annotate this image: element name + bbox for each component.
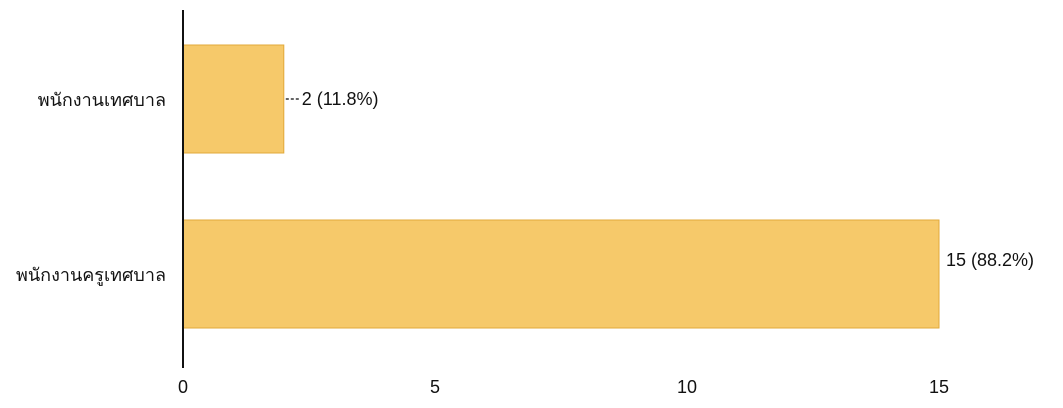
bars-layer	[182, 44, 940, 329]
labels-layer: พนักงานเทศบาล 2 (11.8%) พนักงานครูเทศบาล 15…	[16, 89, 1034, 286]
x-axis-ticks: 0 5 10 15	[178, 377, 949, 397]
x-tick-label-10: 10	[677, 377, 697, 397]
category-label-2: พนักงานครูเทศบาล	[16, 265, 166, 286]
value-label-1: 2 (11.8%)	[302, 89, 379, 109]
x-tick-label-15: 15	[929, 377, 949, 397]
value-label-2: 15 (88.2%)	[946, 250, 1034, 270]
bar-2	[182, 219, 940, 329]
category-label-1: พนักงานเทศบาล	[38, 90, 166, 110]
x-tick-label-5: 5	[430, 377, 440, 397]
bar-1	[182, 44, 285, 154]
x-tick-label-0: 0	[178, 377, 188, 397]
